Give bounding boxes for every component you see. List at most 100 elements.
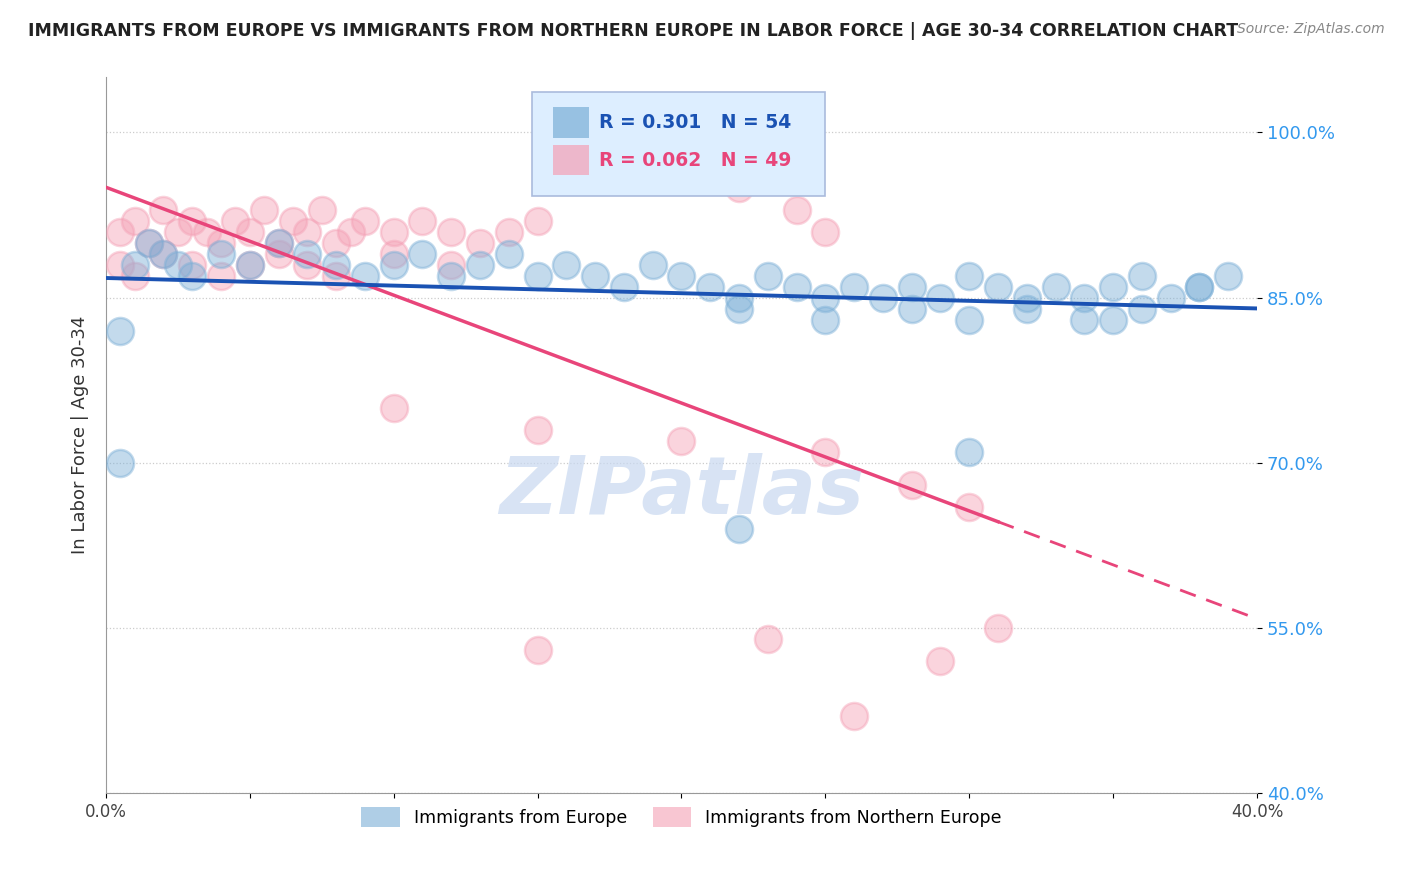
Text: R = 0.301   N = 54: R = 0.301 N = 54 [599,113,790,132]
Point [253,202,276,217]
Point [152,246,174,260]
Point [468,258,491,272]
Point [957,268,980,283]
Point [124,268,146,283]
Point [957,444,980,458]
Text: ZIPatlas: ZIPatlas [499,453,863,532]
Point [354,268,377,283]
Point [209,235,232,250]
Point [110,225,132,239]
Point [987,621,1010,635]
Point [526,213,548,227]
Point [325,268,347,283]
Y-axis label: In Labor Force | Age 30-34: In Labor Force | Age 30-34 [72,316,89,555]
Point [325,258,347,272]
Point [1160,291,1182,305]
Point [1102,279,1125,293]
Point [152,246,174,260]
Point [1130,268,1153,283]
Point [842,279,865,293]
Point [957,312,980,326]
Point [842,709,865,723]
FancyBboxPatch shape [531,92,825,195]
Point [110,258,132,272]
Point [411,246,433,260]
Text: R = 0.062   N = 49: R = 0.062 N = 49 [599,151,792,170]
Point [1218,268,1240,283]
Point [583,268,606,283]
Point [440,258,463,272]
Point [929,654,952,668]
Point [756,268,779,283]
Point [239,258,262,272]
Point [526,643,548,657]
Text: IMMIGRANTS FROM EUROPE VS IMMIGRANTS FROM NORTHERN EUROPE IN LABOR FORCE | AGE 3: IMMIGRANTS FROM EUROPE VS IMMIGRANTS FRO… [28,22,1239,40]
Point [526,268,548,283]
Point [267,235,290,250]
Text: Source: ZipAtlas.com: Source: ZipAtlas.com [1237,22,1385,37]
Point [957,500,980,514]
Point [325,235,347,250]
Point [814,312,837,326]
Point [382,246,405,260]
Point [786,202,808,217]
Point [728,180,751,194]
Point [181,268,204,283]
Point [124,258,146,272]
Point [239,258,262,272]
Point [297,258,319,272]
Point [1015,301,1038,316]
Point [297,246,319,260]
Point [209,268,232,283]
Point [814,291,837,305]
Point [929,291,952,305]
Point [728,291,751,305]
Point [297,225,319,239]
Point [786,279,808,293]
Legend: Immigrants from Europe, Immigrants from Northern Europe: Immigrants from Europe, Immigrants from … [354,800,1008,834]
Point [411,213,433,227]
Point [1188,279,1211,293]
Point [671,268,693,283]
Point [152,202,174,217]
Point [166,258,188,272]
Point [814,225,837,239]
Point [728,301,751,316]
Point [311,202,333,217]
Point [699,279,721,293]
FancyBboxPatch shape [553,108,589,137]
Point [440,268,463,283]
Point [209,246,232,260]
Point [671,434,693,448]
Point [1073,291,1095,305]
Point [382,258,405,272]
Point [987,279,1010,293]
Point [756,632,779,646]
Point [124,213,146,227]
Point [110,324,132,338]
Point [728,522,751,536]
Point [110,456,132,470]
Point [900,477,922,491]
Point [613,279,636,293]
Point [1188,279,1211,293]
Point [498,246,520,260]
Point [526,423,548,437]
Point [181,258,204,272]
Point [1045,279,1067,293]
Point [166,225,188,239]
Point [1102,312,1125,326]
Point [814,444,837,458]
Point [1130,301,1153,316]
Point [281,213,304,227]
Point [555,258,578,272]
FancyBboxPatch shape [553,145,589,176]
Point [181,213,204,227]
Point [267,235,290,250]
Point [339,225,361,239]
Point [641,258,664,272]
Point [239,225,262,239]
Point [872,291,894,305]
Point [267,246,290,260]
Point [1073,312,1095,326]
